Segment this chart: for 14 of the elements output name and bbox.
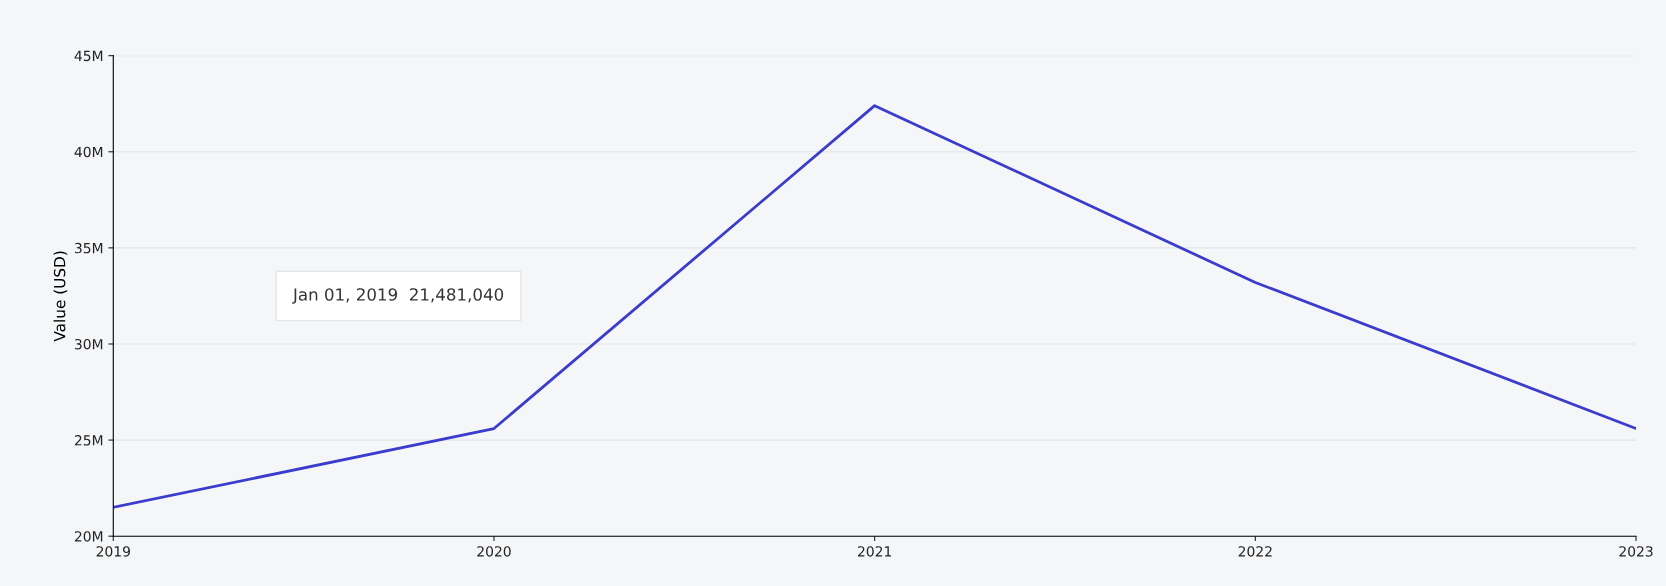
- x-tick-label: 2020: [477, 546, 511, 557]
- y-axis-title: Value (USD): [53, 251, 68, 342]
- y-tick-label: 25M: [74, 435, 103, 446]
- x-tick-label: 2023: [1619, 546, 1653, 557]
- x-tick-label: 2021: [857, 546, 892, 557]
- y-tick-label: 45M: [74, 50, 103, 62]
- y-tick-label: 35M: [74, 242, 103, 254]
- annotation: Jan 01, 2019 21,481,040: [292, 288, 504, 304]
- x-tick-label: 2019: [96, 546, 130, 557]
- y-tick-label: 30M: [74, 338, 103, 350]
- y-tick-label: 40M: [74, 146, 103, 158]
- y-tick-label: 20M: [74, 531, 103, 542]
- x-tick-label: 2022: [1238, 546, 1272, 557]
- line-series: [113, 104, 1637, 509]
